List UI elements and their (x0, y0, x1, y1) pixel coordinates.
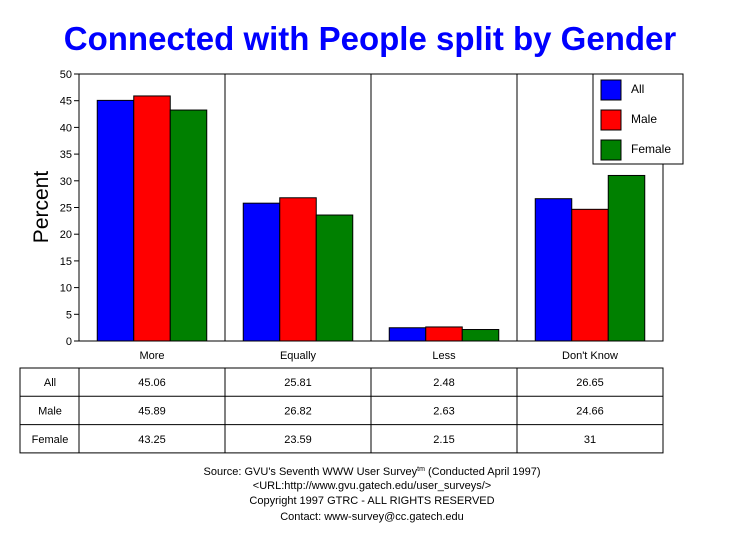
y-tick-label: 45 (60, 96, 72, 108)
y-tick-label: 35 (60, 149, 72, 161)
bar-all-0 (96, 99, 135, 342)
table-cell: 23.59 (284, 434, 312, 446)
y-axis: 0 5 10 15 20 25 30 35 40 45 50 (60, 69, 80, 348)
source-trademark: tm (417, 466, 425, 473)
contact: Contact: www-survey@cc.gatech.edu (280, 511, 464, 523)
y-tick-label: 50 (60, 69, 72, 81)
y-tick-label: 25 (60, 203, 72, 215)
table-cell: 43.25 (138, 434, 166, 446)
y-tick-label: 40 (60, 122, 72, 134)
table-cell: 24.66 (576, 405, 604, 417)
table-cell: 2.15 (433, 434, 454, 446)
source-prefix: Source: GVU's Seventh WWW User Survey (204, 466, 418, 478)
bar-female-1 (315, 214, 354, 342)
bar-male-3 (571, 208, 609, 342)
footer: Source: GVU's Seventh WWW User Surveytm … (204, 466, 541, 523)
source-line: Source: GVU's Seventh WWW User Surveytm … (204, 466, 541, 478)
chart-title: Connected with People split by Gender (64, 20, 677, 57)
y-tick-label: 0 (66, 336, 72, 348)
y-tick-label: 15 (60, 256, 72, 268)
bar-all-1 (242, 202, 281, 342)
x-tick-label: Less (432, 350, 456, 362)
bar-female-3 (607, 174, 646, 342)
x-tick-label: More (139, 350, 164, 362)
x-tick-label: Don't Know (562, 350, 618, 362)
bar-all-2 (388, 327, 427, 342)
y-tick-label: 5 (66, 309, 72, 321)
bar-male-0 (133, 95, 171, 342)
legend-swatch-female (600, 139, 622, 161)
table-cell: 26.65 (576, 377, 604, 389)
table-frame (19, 367, 664, 454)
y-tick-label: 20 (60, 229, 72, 241)
table-cell: 2.63 (433, 405, 454, 417)
bar-all-3 (534, 198, 573, 342)
x-tick-label: Equally (280, 350, 317, 362)
source-url: <URL:http://www.gvu.gatech.edu/user_surv… (253, 480, 491, 492)
data-table: All 45.06 25.81 2.48 26.65 Male 45.89 26.82 2.63… (19, 367, 664, 454)
legend-swatch-all (600, 79, 622, 101)
y-tick-label: 30 (60, 176, 72, 188)
table-cell: 31 (584, 434, 596, 446)
table-cell: 45.89 (138, 405, 166, 417)
source-suffix: (Conducted April 1997) (425, 466, 541, 478)
table-row-label: Female (32, 434, 69, 446)
legend-swatch-male (600, 109, 622, 131)
bar-female-0 (169, 109, 208, 342)
copyright: Copyright 1997 GTRC - ALL RIGHTS RESERVE… (249, 495, 494, 507)
table-cell: 45.06 (138, 377, 166, 389)
table-cell: 26.82 (284, 405, 312, 417)
table-cell: 2.48 (433, 377, 454, 389)
bar-male-1 (279, 197, 317, 342)
bars (96, 95, 646, 342)
x-axis-labels: More Equally Less Don't Know (139, 350, 618, 362)
table-row-label: All (44, 377, 56, 389)
legend-label-all: All (631, 82, 644, 96)
legend-label-female: Female (631, 142, 671, 156)
table-cell: 25.81 (284, 377, 312, 389)
legend: All Male Female (592, 73, 684, 165)
bar-male-2 (425, 326, 463, 342)
bar-female-2 (461, 329, 500, 342)
y-axis-label: Percent (30, 171, 53, 244)
legend-label-male: Male (631, 112, 657, 126)
table-row-label: Male (38, 405, 62, 417)
category-grid (224, 74, 518, 341)
y-tick-label: 10 (60, 283, 72, 295)
